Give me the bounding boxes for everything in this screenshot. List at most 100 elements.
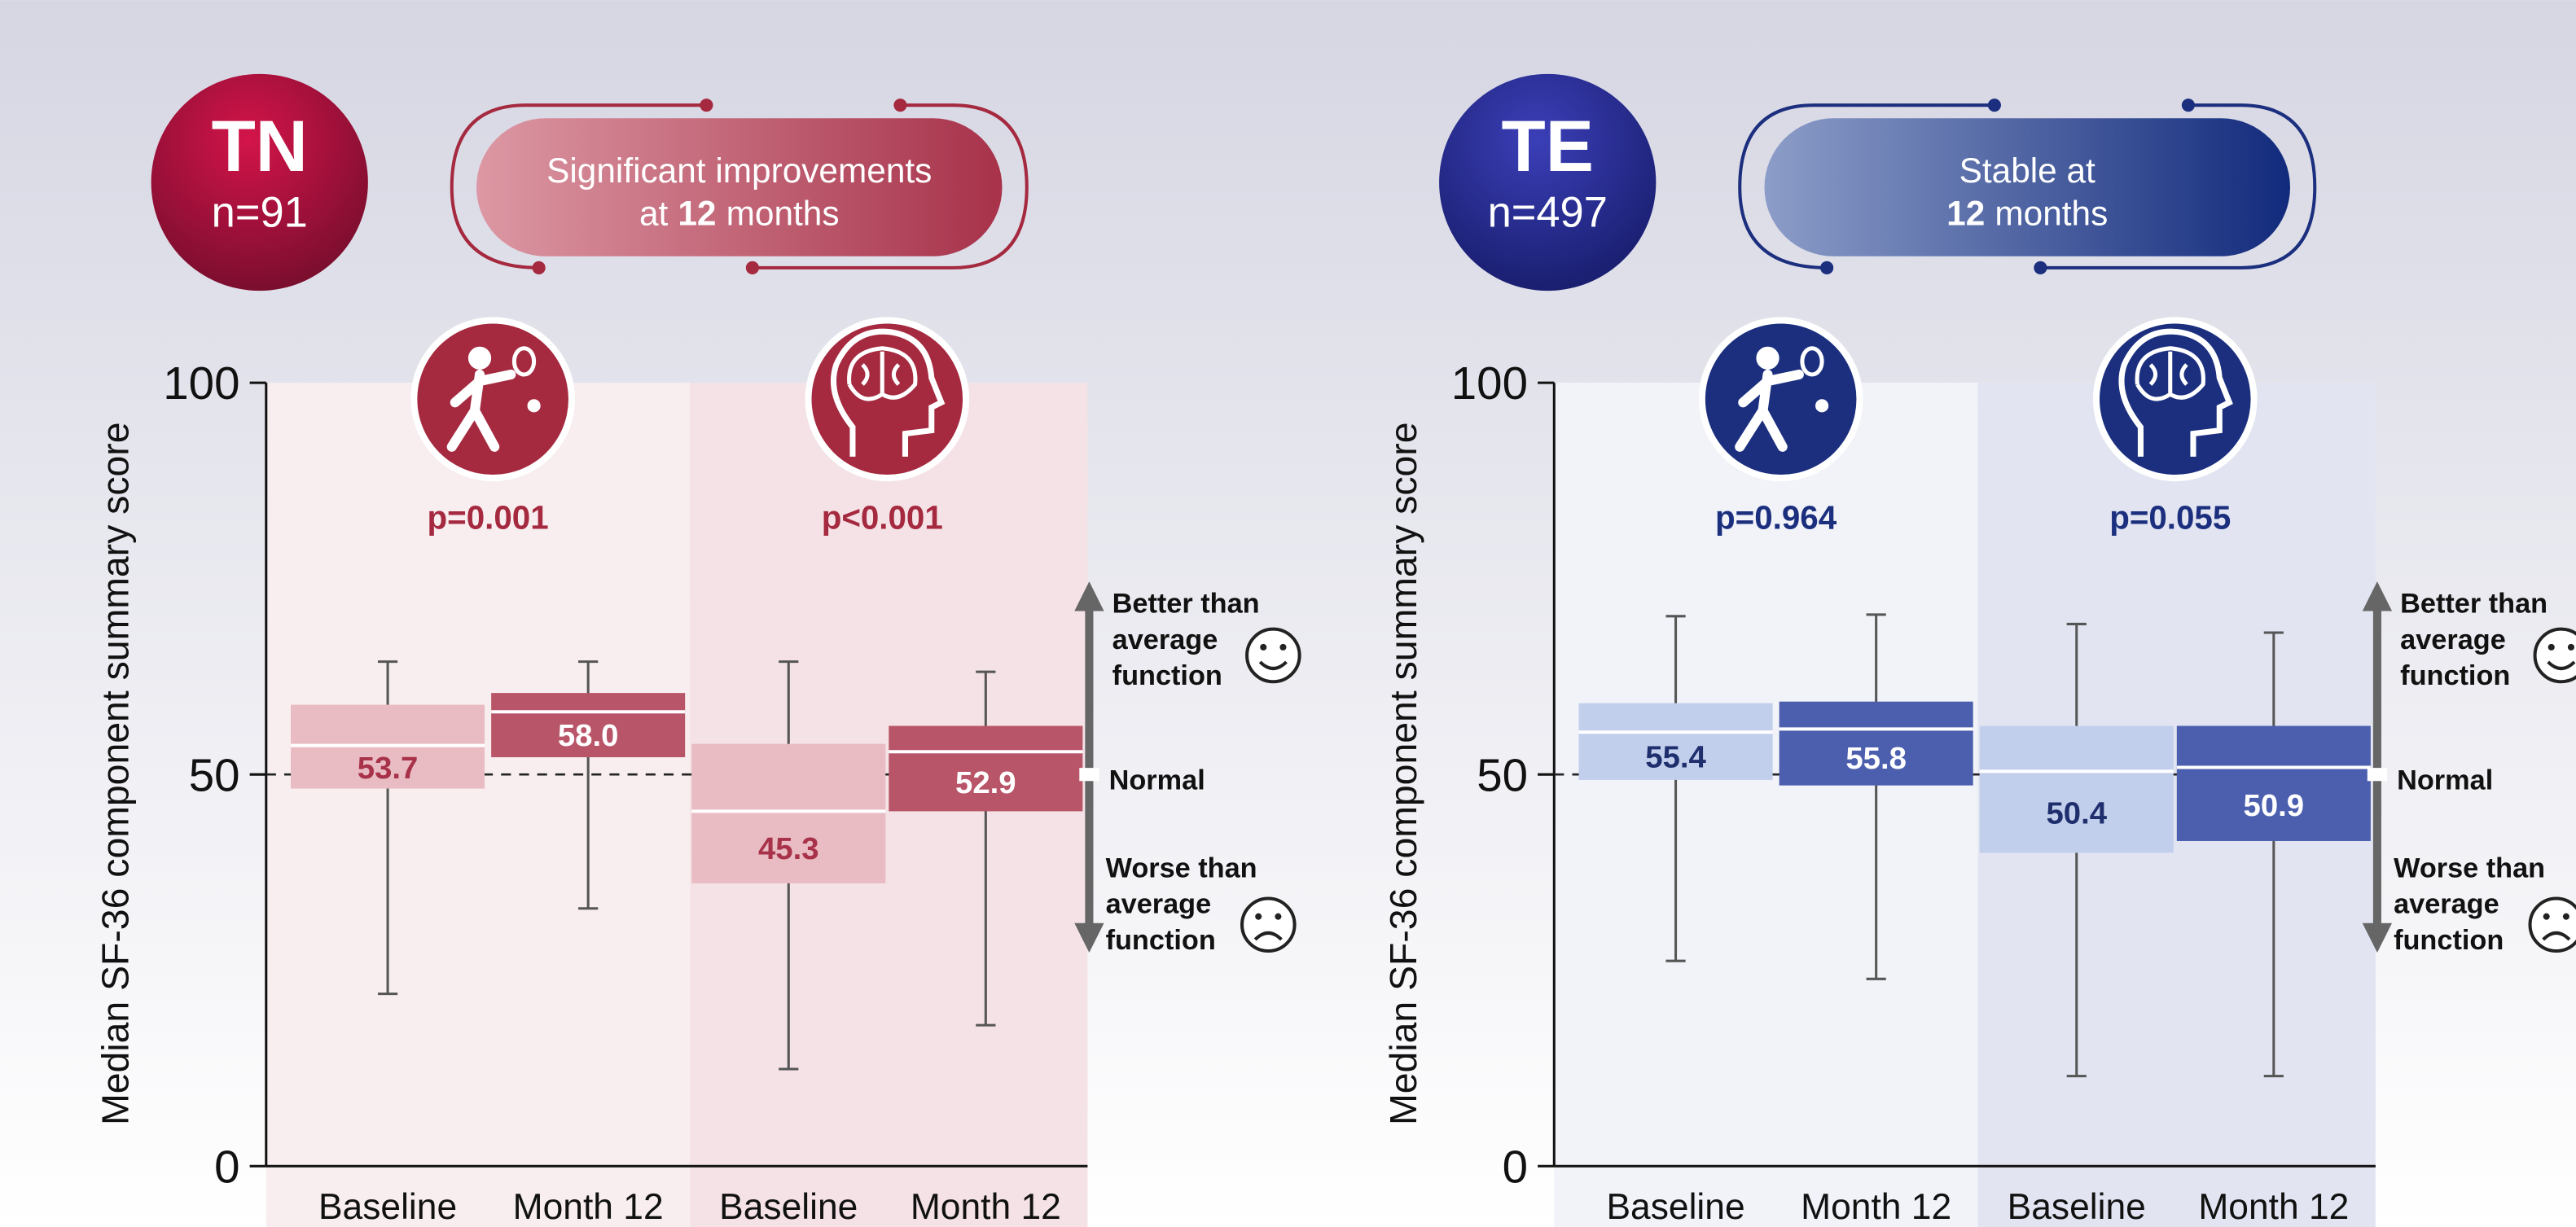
- smiley: [2533, 627, 2576, 684]
- banner-bold: 12: [1946, 194, 1985, 232]
- icon-badge: [2100, 323, 2251, 475]
- x-tick-label: Baseline: [2008, 1187, 2146, 1227]
- banner-text: months: [1995, 194, 2108, 232]
- median-label: 58.0: [558, 718, 619, 753]
- reference-label: Normal: [1109, 765, 1205, 795]
- better-label: Better than: [2400, 588, 2547, 619]
- banner-dot: [700, 99, 713, 112]
- banner-outline: [752, 103, 1029, 270]
- frowny-eye: [1255, 913, 1262, 920]
- frowny-mouth: [1253, 931, 1283, 941]
- y-tick-label: 50: [1477, 749, 1528, 800]
- icon-head: [830, 328, 946, 457]
- x-tick-label: Baseline: [318, 1187, 457, 1227]
- badge-n: n=91: [212, 189, 308, 236]
- worse-label: average: [1106, 889, 1212, 920]
- icon-ball: [1815, 399, 1829, 413]
- x-tick-label: Month 12: [2198, 1187, 2349, 1227]
- banner-dot: [745, 261, 759, 274]
- worse-label: Worse than: [2394, 852, 2545, 883]
- icon-racket: [511, 346, 537, 377]
- banner-text: at: [639, 194, 669, 232]
- y-tick-label: 0: [214, 1141, 239, 1192]
- median-label: 50.4: [2046, 795, 2107, 830]
- better-label: function: [2400, 660, 2510, 691]
- icon-head: [1756, 346, 1780, 370]
- better-label: average: [1112, 624, 1218, 655]
- p-value: p<0.001: [822, 499, 943, 537]
- frowny: [1240, 896, 1297, 953]
- panel: [1554, 383, 1978, 1227]
- badge: [1439, 73, 1657, 291]
- banner-text: Significant improvements: [546, 151, 932, 190]
- y-tick-label: 100: [163, 357, 239, 409]
- badge-label: TE: [1502, 106, 1594, 186]
- y-tick-label: 0: [1503, 1141, 1528, 1192]
- frowny-mouth: [2542, 931, 2571, 941]
- icon-badge: [811, 323, 963, 475]
- x-tick-label: Baseline: [1606, 1187, 1744, 1227]
- y-tick-label: 100: [1451, 357, 1528, 409]
- frowny-eye: [2562, 913, 2569, 920]
- better-label: function: [1112, 660, 1222, 691]
- x-tick-label: Month 12: [911, 1187, 1061, 1227]
- median-label: 50.9: [2244, 788, 2305, 823]
- median-label: 55.8: [1845, 741, 1907, 776]
- box: [491, 693, 686, 758]
- box: [691, 743, 886, 883]
- reference-label: Normal: [2397, 765, 2493, 795]
- icon-head: [2118, 328, 2233, 457]
- banner-dot: [532, 261, 546, 274]
- banner-outline: [450, 103, 707, 270]
- smiley-mouth: [1258, 660, 1288, 671]
- better-label: Better than: [1112, 588, 1260, 619]
- x-tick-label: Month 12: [513, 1187, 664, 1227]
- better-label: average: [2400, 624, 2506, 655]
- box: [1779, 701, 1973, 786]
- banner-bold: 12: [678, 194, 716, 232]
- smiley-eye: [2567, 643, 2574, 651]
- y-axis-title: Median SF-36 component summary score: [94, 422, 136, 1124]
- smiley-eye: [1260, 643, 1267, 651]
- worse-label: average: [2394, 889, 2499, 920]
- badge-label: TN: [212, 106, 308, 186]
- icon-body: [1735, 369, 1804, 452]
- frowny-eye: [2543, 913, 2550, 920]
- icon-badge: [1705, 323, 1857, 475]
- banner-text: months: [726, 194, 840, 232]
- median-label: 52.9: [955, 765, 1016, 800]
- banner-text: 12 months: [1946, 194, 2108, 232]
- frowny-eye: [1275, 913, 1282, 920]
- icon-brain: [2135, 346, 2205, 401]
- banner-dot: [1820, 261, 1834, 274]
- worse-label: function: [1106, 925, 1216, 956]
- icon-badge: [417, 323, 568, 475]
- banner-text: at 12 months: [639, 194, 840, 232]
- panel: [265, 383, 691, 1227]
- median-label: 45.3: [758, 831, 819, 866]
- smiley-eye: [1279, 643, 1287, 651]
- box: [1979, 725, 2174, 853]
- smiley-mouth: [2547, 660, 2576, 671]
- p-value: p=0.001: [428, 499, 549, 537]
- y-axis-title: Median SF-36 component summary score: [1382, 422, 1424, 1124]
- banner-dot: [1987, 99, 2001, 112]
- icon-head: [467, 346, 492, 370]
- banner-outline: [1738, 103, 1995, 270]
- banner-outline: [2040, 103, 2317, 270]
- box: [1578, 703, 1773, 780]
- box: [2176, 725, 2371, 841]
- arrow-gap: [2367, 768, 2388, 782]
- p-value: p=0.964: [1715, 499, 1837, 537]
- banner: [1764, 118, 2291, 256]
- badge-n: n=497: [1488, 189, 1608, 236]
- box: [889, 725, 1083, 812]
- median-label: 53.7: [358, 751, 419, 786]
- banner-dot: [2034, 261, 2047, 274]
- median-label: 55.4: [1645, 740, 1706, 775]
- smiley: [1245, 627, 1301, 684]
- p-value: p=0.055: [2109, 499, 2231, 537]
- y-tick-label: 50: [189, 749, 240, 800]
